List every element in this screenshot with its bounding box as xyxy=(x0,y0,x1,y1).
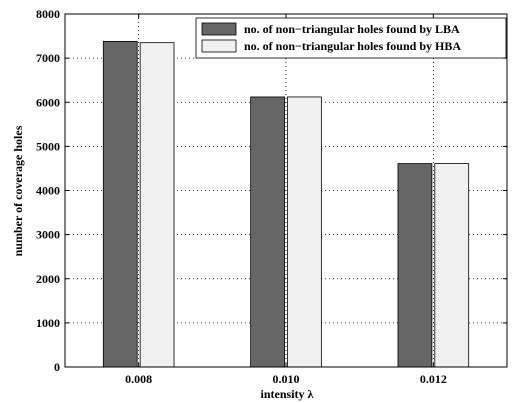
bar-lba-0.008 xyxy=(102,40,138,368)
bar-lba-0.012 xyxy=(397,163,433,368)
y-tick-label: 3000 xyxy=(36,228,60,242)
y-tick-label: 1000 xyxy=(36,316,60,330)
y-tick-label: 8000 xyxy=(36,7,60,21)
y-tick-label: 6000 xyxy=(36,95,60,109)
legend-label-1: no. of non−triangular holes found by HBA xyxy=(244,39,461,53)
x-tick-label: 0.010 xyxy=(273,372,300,386)
y-tick-label: 4000 xyxy=(36,184,60,198)
x-tick-label: 0.008 xyxy=(125,372,152,386)
y-tick-label: 0 xyxy=(54,360,60,374)
bar-hba-0.008 xyxy=(139,42,175,368)
y-tick-label: 7000 xyxy=(36,51,60,65)
bar-hba-0.012 xyxy=(434,163,470,368)
x-tick-label: 0.012 xyxy=(420,372,447,386)
legend-swatch-1 xyxy=(201,39,237,53)
y-axis-label: number of coverage holes xyxy=(11,125,25,256)
legend-label-0: no. of non−triangular holes found by LBA xyxy=(244,22,460,36)
legend: no. of non−triangular holes found by LBA… xyxy=(195,17,507,59)
y-tick-label: 5000 xyxy=(36,139,60,153)
axis-ticks: 0 1000 2000 3000 4000 5000 6000 7000 8000 0.008 0.… xyxy=(36,7,507,386)
bar-hba-0.010 xyxy=(287,96,322,368)
legend-box xyxy=(195,17,507,59)
bar-lba-0.010 xyxy=(250,96,285,368)
x-axis-label: intensity λ xyxy=(261,387,314,401)
legend-swatch-0 xyxy=(201,22,237,36)
y-tick-label: 2000 xyxy=(36,272,60,286)
